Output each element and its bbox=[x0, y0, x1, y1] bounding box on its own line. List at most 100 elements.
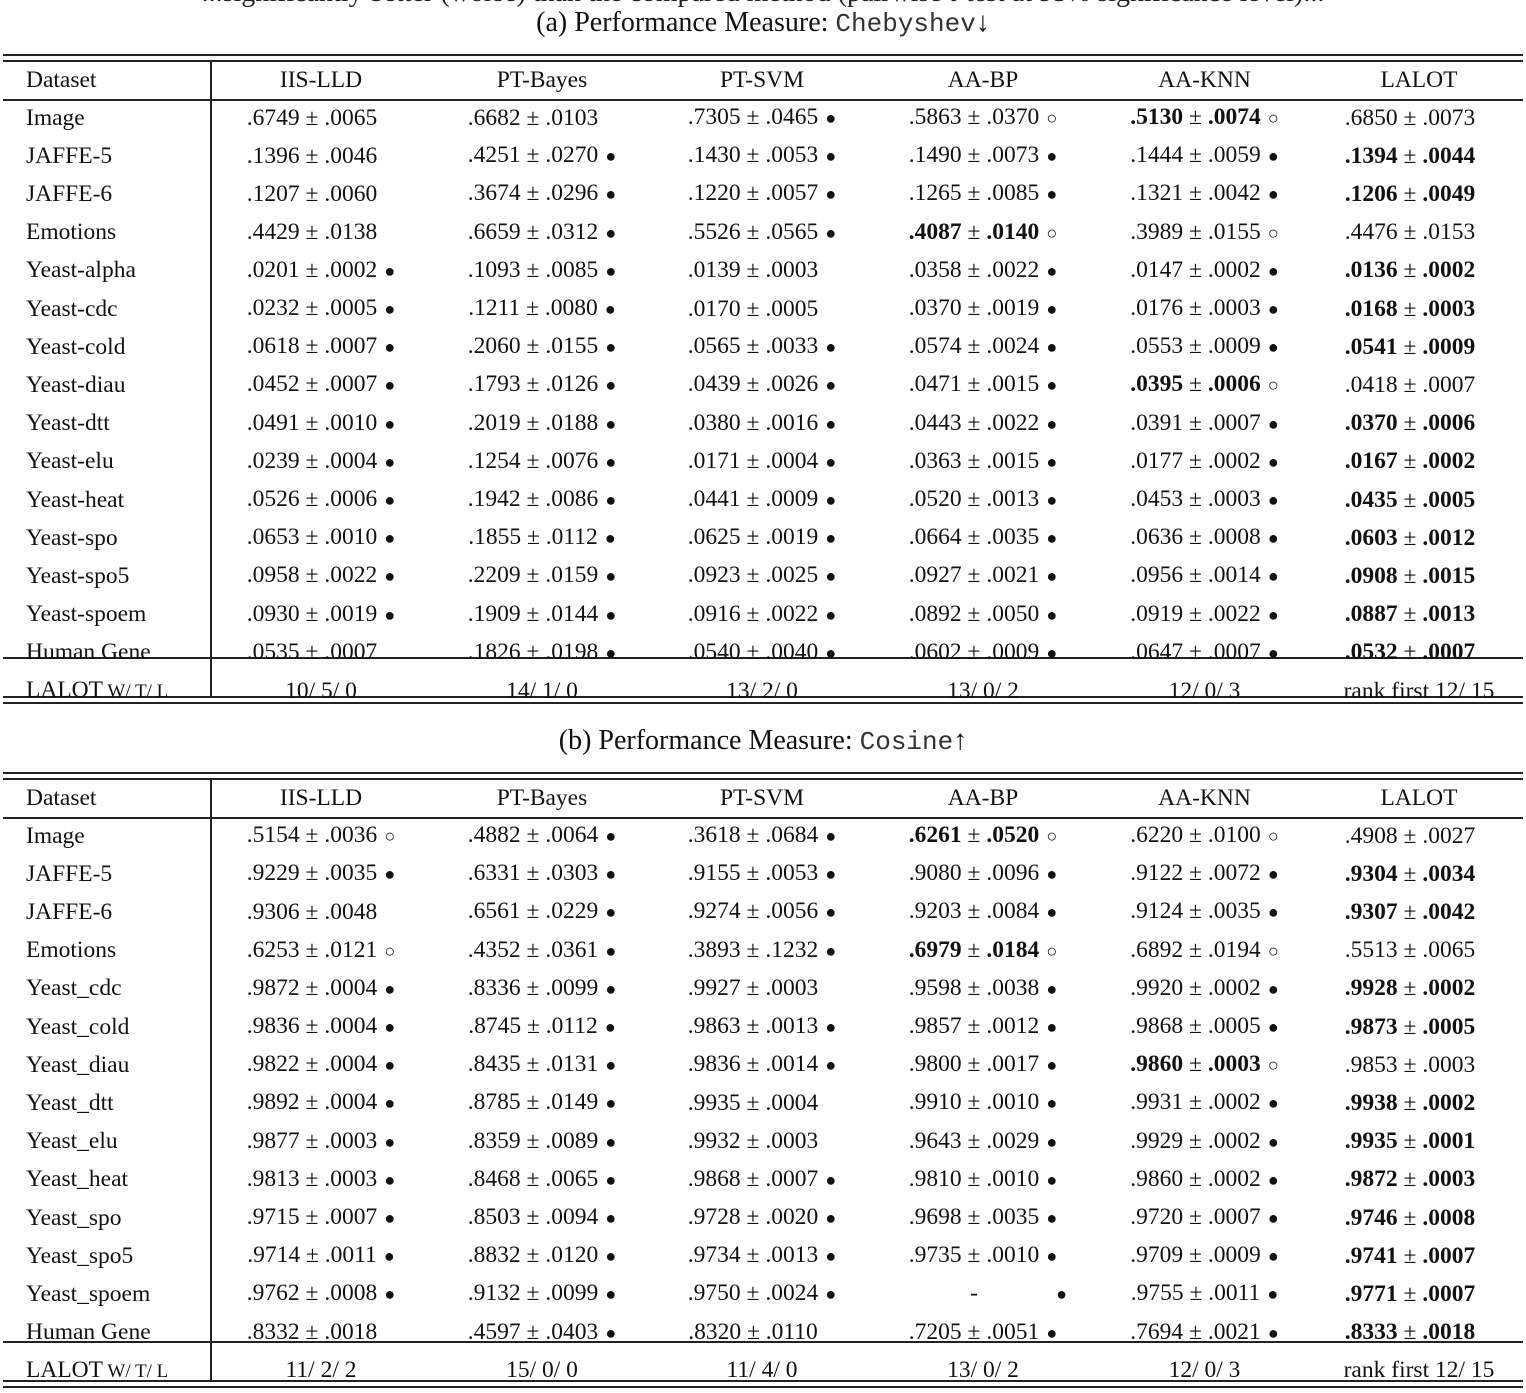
std-value: .0007 bbox=[324, 1204, 378, 1231]
metric-value: .0553 ± .0009 ● bbox=[1130, 328, 1278, 366]
plus-minus-sign: ± bbox=[1183, 1127, 1208, 1154]
mean-value: .9935 bbox=[1344, 1128, 1398, 1155]
caption-prefix: (b) Performance Measure: bbox=[558, 725, 860, 756]
metric-value: .0453 ± .0003 ● bbox=[1130, 481, 1278, 519]
mean-value: .9860 bbox=[1130, 1051, 1184, 1078]
result-cell: .1093 ± .0085 ● bbox=[432, 252, 652, 290]
significantly-better-dot-icon: ● bbox=[1267, 146, 1279, 167]
plus-minus-sign: ± bbox=[740, 822, 766, 848]
plus-minus-sign: ± bbox=[740, 1128, 766, 1155]
plus-minus-sign: ± bbox=[1183, 936, 1208, 963]
metric-value: .9928 ± .0002 bbox=[1345, 970, 1493, 1007]
result-cell: .9910 ± .0010 ● bbox=[872, 1084, 1094, 1122]
result-cell: .9928 ± .0002 bbox=[1315, 970, 1523, 1008]
metric-value: .9080 ± .0096 ● bbox=[909, 855, 1057, 893]
result-cell: .8435 ± .0131 ● bbox=[432, 1046, 652, 1084]
mean-value: .5526 bbox=[687, 218, 741, 245]
plus-minus-sign: ± bbox=[1397, 333, 1423, 360]
plus-minus-sign: ± bbox=[961, 1089, 987, 1116]
mean-value: .9860 bbox=[1130, 1165, 1184, 1192]
std-value: .0007 bbox=[1422, 1242, 1476, 1269]
mean-value: .9836 bbox=[246, 1013, 300, 1040]
metric-value: .4251 ± .0270 ● bbox=[468, 137, 616, 175]
significantly-better-dot-icon: ● bbox=[605, 1169, 617, 1190]
std-value: .0121 bbox=[324, 936, 378, 963]
table-row: JAFFE-5.9229 ± .0035 ● .6331 ± .0303 ● .9155… bbox=[3, 855, 1523, 893]
significantly-better-dot-icon: ● bbox=[1046, 1169, 1058, 1190]
metric-value: .9746 ± .0008 bbox=[1345, 1200, 1493, 1237]
mean-value: .5154 bbox=[246, 822, 300, 848]
result-cell: .0435 ± .0005 bbox=[1315, 481, 1523, 519]
column-header-lalot: LALOT bbox=[1380, 67, 1458, 93]
dataset-name: JAFFE-6 bbox=[26, 898, 113, 925]
std-value: .0007 bbox=[1422, 371, 1476, 398]
result-cell: .8320 ± .0110 bbox=[652, 1314, 872, 1352]
mean-value: .9304 bbox=[1344, 860, 1398, 887]
significantly-better-dot-icon: ● bbox=[1267, 978, 1279, 999]
column-header-iis-lld: IIS-LLD bbox=[279, 785, 363, 811]
mean-value: .0439 bbox=[687, 371, 741, 398]
metric-value: .2019 ± .0188 ● bbox=[468, 405, 616, 443]
significantly-better-dot-icon: ● bbox=[1046, 1246, 1058, 1267]
mean-value: .0370 bbox=[908, 295, 962, 322]
mean-value: .0167 bbox=[1344, 448, 1398, 475]
plus-minus-sign: ± bbox=[740, 257, 766, 284]
win-tie-loss-count: 13/ 0/ 2 bbox=[947, 677, 1019, 704]
metric-value: .9857 ± .0012 ● bbox=[909, 1008, 1057, 1046]
result-cell: .0664 ± .0035 ● bbox=[872, 519, 1094, 557]
result-cell: .0370 ± .0019 ● bbox=[872, 290, 1094, 328]
std-value: .0024 bbox=[765, 1280, 819, 1307]
significantly-better-dot-icon: ● bbox=[1046, 299, 1058, 320]
results-table-cosine: Dataset IIS-LLD PT-Bayes PT-SVM AA-BP AA-KNN L… bbox=[3, 779, 1523, 1390]
plus-minus-sign: ± bbox=[520, 936, 546, 963]
std-value: .0004 bbox=[324, 974, 378, 1001]
table-row: Emotions .4429 ± .0138.6659 ± .0312 ● .5526… bbox=[3, 214, 1523, 252]
mean-value: .0358 bbox=[908, 256, 962, 283]
plus-minus-sign: ± bbox=[1397, 1280, 1423, 1307]
metric-value: .2209 ± .0159 ● bbox=[468, 557, 616, 595]
top-rule-2 bbox=[3, 778, 1523, 780]
plus-minus-sign: ± bbox=[740, 638, 766, 665]
mean-value: .6892 bbox=[1130, 936, 1184, 963]
std-value: .0027 bbox=[1422, 822, 1476, 849]
metric-value: .9132 ± .0099 ● bbox=[468, 1275, 616, 1313]
mean-value: .0603 bbox=[1344, 524, 1398, 551]
significantly-better-dot-icon: ● bbox=[604, 528, 616, 549]
metric-value: .9750 ± .0024 ● bbox=[688, 1275, 836, 1313]
result-cell: .0956 ± .0014 ● bbox=[1094, 557, 1315, 595]
metric-value: .0532 ± .0007 bbox=[1345, 634, 1493, 671]
result-cell: .0908 ± .0015 bbox=[1315, 557, 1523, 595]
result-cell: .9698 ± .0035 ● bbox=[872, 1199, 1094, 1237]
metric-value: .9306 ± .0048 bbox=[247, 894, 395, 931]
summary-rule bbox=[3, 1341, 1523, 1343]
summary-rule bbox=[3, 657, 1523, 659]
result-cell: .6561 ± .0229 ● bbox=[432, 893, 652, 931]
mean-value: .0647 bbox=[1130, 638, 1184, 665]
std-value: .0017 bbox=[986, 1051, 1040, 1078]
plus-minus-sign: ± bbox=[740, 898, 766, 925]
mean-value: .9920 bbox=[1130, 974, 1184, 1001]
std-value: .0057 bbox=[765, 180, 819, 207]
plus-minus-sign: ± bbox=[1183, 524, 1208, 551]
plus-minus-sign: ± bbox=[1183, 562, 1208, 589]
metric-value: .5863 ± .0370 ○ bbox=[909, 99, 1057, 137]
std-value: .0002 bbox=[1422, 448, 1476, 475]
significantly-better-dot-icon: ● bbox=[825, 1017, 837, 1038]
std-value: .0007 bbox=[324, 333, 378, 360]
metric-value: - ● bbox=[899, 1275, 1067, 1313]
metric-value: .9741 ± .0007 bbox=[1345, 1238, 1493, 1275]
std-value: .0035 bbox=[1207, 898, 1261, 925]
metric-value: .0916 ± .0022 ● bbox=[688, 596, 836, 634]
plus-minus-sign: ± bbox=[1397, 486, 1423, 513]
result-cell: .3618 ± .0684 ● bbox=[652, 817, 872, 855]
summary-label-main: LALOT bbox=[26, 677, 104, 704]
result-cell: .0574 ± .0024 ● bbox=[872, 328, 1094, 366]
metric-value: .9709 ± .0009 ● bbox=[1130, 1237, 1278, 1275]
mean-value: .1942 bbox=[467, 486, 521, 513]
column-header-pt-svm: PT-SVM bbox=[719, 67, 805, 93]
plus-minus-sign: ± bbox=[299, 524, 325, 551]
result-cell: .9935 ± .0001 bbox=[1315, 1123, 1523, 1161]
metric-value: .9715 ± .0007 ● bbox=[247, 1199, 395, 1237]
std-value: .0086 bbox=[545, 486, 599, 513]
std-value: .0084 bbox=[986, 898, 1040, 925]
